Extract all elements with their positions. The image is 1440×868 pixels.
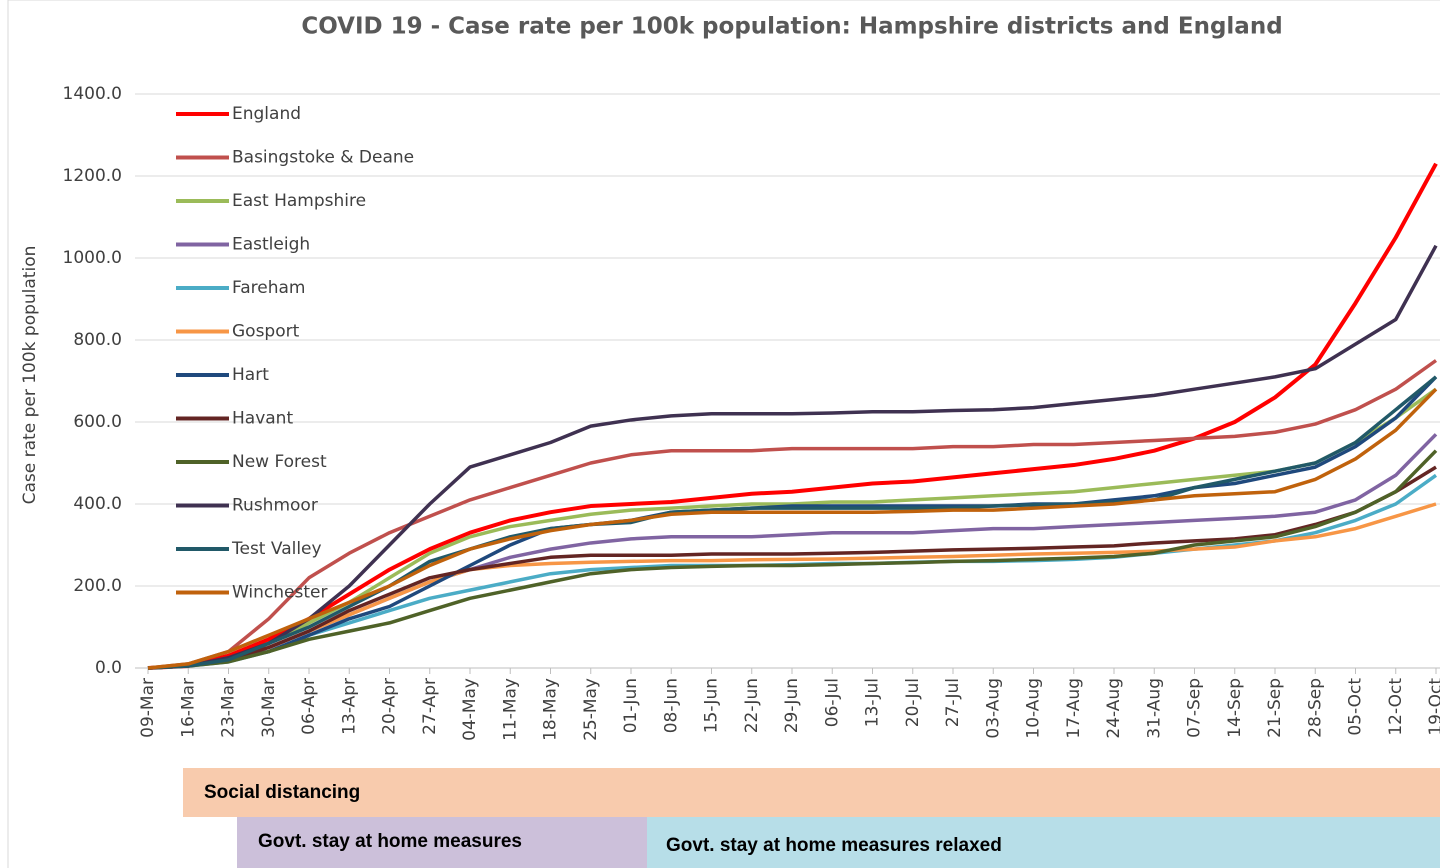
x-tick-label: 06-Jul xyxy=(822,678,842,727)
series-line xyxy=(147,449,1438,670)
x-tick-label: 30-Mar xyxy=(259,678,279,738)
x-tick-label: 08-Jun xyxy=(661,678,681,733)
x-tick-label: 11-May xyxy=(500,678,520,741)
y-tick-label: 200.0 xyxy=(73,576,122,596)
x-tick-label: 15-Jun xyxy=(702,678,722,733)
x-tick-label: 14-Sep xyxy=(1225,678,1245,738)
x-tick-label: 29-Jun xyxy=(782,678,802,733)
y-tick-label: 800.0 xyxy=(73,330,122,350)
x-tick-label: 12-Oct xyxy=(1386,678,1406,736)
legend-label: Eastleigh xyxy=(232,235,310,255)
y-tick-label: 1200.0 xyxy=(63,166,122,186)
annotation-band xyxy=(237,817,647,868)
x-tick-label: 13-Apr xyxy=(339,678,359,735)
legend-label: New Forest xyxy=(232,452,327,472)
x-tick-label: 03-Aug xyxy=(983,678,1003,739)
x-tick-label: 01-Jun xyxy=(621,678,641,733)
y-tick-label: 1400.0 xyxy=(63,84,122,104)
x-tick-label: 28-Sep xyxy=(1305,678,1325,738)
x-tick-label: 24-Aug xyxy=(1104,678,1124,739)
x-tick-label: 10-Aug xyxy=(1024,678,1044,739)
series-line xyxy=(147,375,1438,670)
x-tick-label: 05-Oct xyxy=(1346,678,1366,736)
series-line xyxy=(147,375,1438,670)
y-axis-label: Case rate per 100k population xyxy=(20,246,40,505)
legend-label: Hart xyxy=(232,365,269,385)
y-tick-label: 1000.0 xyxy=(63,248,122,268)
legend-label: Rushmoor xyxy=(232,496,318,516)
y-tick-label: 400.0 xyxy=(73,494,122,514)
series-line xyxy=(147,359,1438,670)
series-line xyxy=(147,465,1437,670)
x-tick-label: 17-Aug xyxy=(1064,678,1084,739)
x-tick-label: 22-Jun xyxy=(742,678,762,733)
annotation: Social distancing xyxy=(204,782,360,803)
series-line xyxy=(147,162,1438,670)
legend-label: Havant xyxy=(232,409,293,429)
legend-label: England xyxy=(232,104,301,124)
x-tick-label: 27-Apr xyxy=(420,678,440,735)
y-tick-label: 0.0 xyxy=(95,658,122,678)
x-tick-label: 09-Mar xyxy=(138,678,158,738)
legend-label: Gosport xyxy=(232,322,300,342)
x-tick-label: 21-Sep xyxy=(1265,678,1285,738)
annotation: Govt. stay at home measures relaxed xyxy=(666,835,1002,856)
annotation-band xyxy=(183,768,1440,817)
legend-label: Basingstoke & Deane xyxy=(232,148,414,168)
legend-label: Winchester xyxy=(232,583,327,603)
legend-label: Test Valley xyxy=(231,539,322,559)
x-tick-label: 23-Mar xyxy=(219,678,239,738)
x-tick-label: 06-Apr xyxy=(299,678,319,735)
x-tick-label: 25-May xyxy=(581,678,601,741)
x-tick-label: 20-Jul xyxy=(903,678,923,727)
series-line xyxy=(147,244,1438,670)
x-tick-label: 04-May xyxy=(460,678,480,741)
x-tick-label: 20-Apr xyxy=(380,678,400,735)
series-line xyxy=(147,387,1438,670)
x-tick-label: 18-May xyxy=(541,678,561,741)
series-line xyxy=(147,502,1437,670)
legend-label: East Hampshire xyxy=(232,191,366,211)
x-tick-label: 27-Jul xyxy=(943,678,963,727)
annotation-band xyxy=(647,817,1440,868)
x-tick-label: 13-Jul xyxy=(863,678,883,727)
y-tick-label: 600.0 xyxy=(73,412,122,432)
chart-title: COVID 19 - Case rate per 100k population… xyxy=(301,14,1282,40)
x-tick-label: 16-Mar xyxy=(178,678,198,738)
series-line xyxy=(147,387,1438,670)
x-tick-label: 19-Oct xyxy=(1426,678,1440,736)
x-tick-label: 07-Sep xyxy=(1185,678,1205,738)
annotation: Govt. stay at home measures xyxy=(258,831,522,852)
legend-label: Fareham xyxy=(232,278,305,298)
x-tick-label: 31-Aug xyxy=(1144,678,1164,739)
